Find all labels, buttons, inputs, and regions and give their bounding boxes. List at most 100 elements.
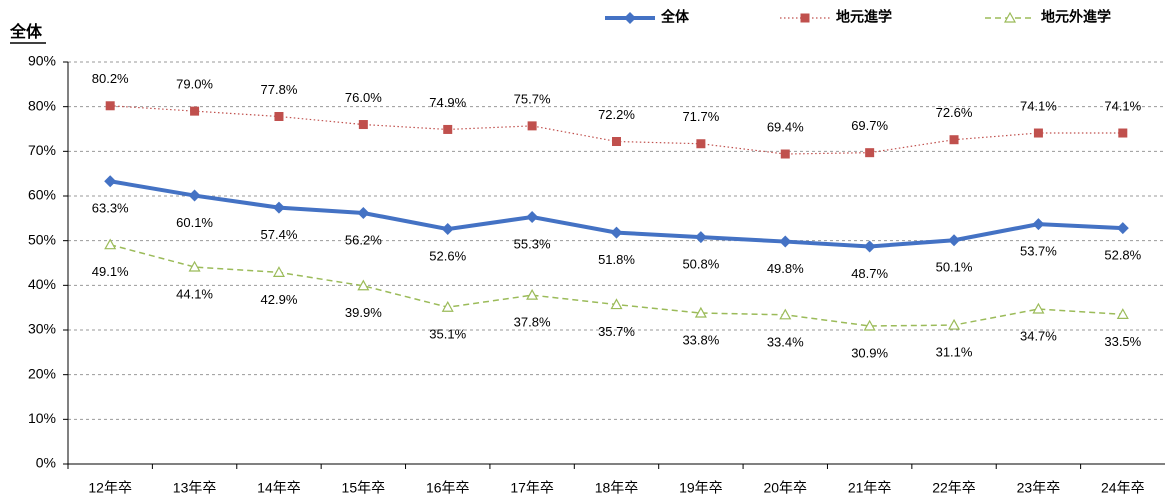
- y-tick-label: 90%: [28, 53, 56, 69]
- x-tick-label: 12年卒: [88, 480, 132, 496]
- x-tick-label: 16年卒: [426, 480, 470, 496]
- data-label: 39.9%: [345, 305, 382, 320]
- marker: [188, 260, 201, 272]
- marker: [949, 135, 959, 145]
- data-label: 77.8%: [261, 82, 298, 97]
- marker: [1032, 302, 1045, 314]
- marker: [612, 137, 621, 147]
- legend-label: 地元進学: [836, 9, 892, 25]
- data-label: 56.2%: [345, 232, 382, 247]
- marker: [1118, 128, 1128, 138]
- data-label: 35.7%: [598, 324, 635, 339]
- x-tick-label: 22年卒: [932, 480, 976, 496]
- y-tick-label: 30%: [28, 321, 56, 337]
- marker: [358, 120, 368, 130]
- marker: [1003, 11, 1017, 23]
- x-tick-label: 20年卒: [763, 480, 807, 496]
- marker: [443, 124, 453, 134]
- data-label: 72.6%: [936, 105, 973, 120]
- data-label: 74.9%: [429, 95, 466, 110]
- x-tick-label: 13年卒: [173, 480, 217, 496]
- y-tick-label: 10%: [28, 410, 56, 426]
- data-label: 33.4%: [767, 334, 804, 349]
- data-label: 33.8%: [682, 332, 719, 347]
- marker: [610, 298, 623, 310]
- marker: [1032, 218, 1045, 231]
- marker: [1116, 308, 1129, 319]
- data-label: 69.4%: [767, 119, 804, 134]
- data-label: 69.7%: [851, 118, 888, 133]
- data-label: 34.7%: [1020, 328, 1057, 343]
- data-label: 75.7%: [514, 91, 551, 106]
- data-label: 60.1%: [176, 215, 213, 230]
- marker: [1033, 128, 1043, 138]
- x-tick-label: 18年卒: [595, 480, 639, 496]
- y-tick-label: 0%: [36, 455, 56, 471]
- y-tick-label: 70%: [28, 142, 56, 158]
- data-label: 50.8%: [682, 257, 719, 272]
- data-label: 63.3%: [92, 201, 129, 216]
- data-label: 57.4%: [261, 227, 298, 242]
- marker: [863, 240, 876, 253]
- x-tick-label: 15年卒: [342, 480, 386, 496]
- marker: [779, 308, 792, 320]
- data-label: 52.8%: [1104, 248, 1141, 263]
- x-tick-label: 24年卒: [1101, 480, 1145, 496]
- x-tick-label: 23年卒: [1017, 480, 1061, 496]
- data-label: 51.8%: [598, 252, 635, 267]
- marker: [104, 175, 117, 188]
- marker: [779, 235, 792, 248]
- marker: [441, 223, 454, 236]
- data-label: 50.1%: [936, 260, 973, 275]
- marker: [694, 231, 707, 244]
- marker: [272, 201, 285, 214]
- data-label: 55.3%: [514, 236, 551, 251]
- marker: [865, 148, 875, 158]
- marker: [948, 318, 961, 330]
- marker: [190, 106, 200, 116]
- x-tick-label: 14年卒: [257, 480, 301, 496]
- data-label: 44.1%: [176, 286, 213, 301]
- x-tick-label: 17年卒: [510, 480, 554, 496]
- y-tick-label: 80%: [28, 97, 56, 113]
- marker: [188, 189, 201, 202]
- marker: [610, 226, 623, 239]
- data-label: 33.5%: [1104, 334, 1141, 349]
- chart-title: 全体: [9, 22, 43, 41]
- data-label: 52.6%: [429, 248, 466, 263]
- data-label: 31.1%: [936, 345, 973, 360]
- data-label: 37.8%: [514, 315, 551, 330]
- marker: [948, 234, 961, 247]
- marker: [1116, 222, 1129, 235]
- marker: [357, 279, 370, 291]
- marker: [624, 12, 636, 24]
- marker: [527, 121, 537, 131]
- data-label: 53.7%: [1020, 244, 1057, 259]
- data-label: 35.1%: [429, 327, 466, 342]
- y-tick-label: 20%: [28, 365, 56, 381]
- y-tick-label: 50%: [28, 231, 56, 247]
- data-label: 49.1%: [92, 264, 129, 279]
- x-tick-label: 21年卒: [848, 480, 892, 496]
- y-tick-label: 60%: [28, 187, 56, 203]
- data-label: 30.9%: [851, 345, 888, 360]
- data-label: 48.7%: [851, 266, 888, 281]
- data-label: 74.1%: [1104, 98, 1141, 113]
- marker: [357, 206, 370, 219]
- marker: [105, 101, 115, 111]
- marker: [780, 149, 790, 159]
- marker: [441, 300, 454, 312]
- marker: [274, 111, 284, 121]
- data-label: 80.2%: [92, 71, 129, 86]
- legend-label: 地元外進学: [1041, 9, 1111, 25]
- marker: [272, 266, 285, 277]
- marker: [800, 13, 810, 23]
- legend-label: 全体: [660, 9, 690, 25]
- marker: [863, 319, 876, 331]
- data-label: 72.2%: [598, 107, 635, 122]
- y-tick-label: 40%: [28, 276, 56, 292]
- marker: [104, 238, 117, 250]
- marker: [526, 288, 539, 300]
- marker: [696, 139, 706, 149]
